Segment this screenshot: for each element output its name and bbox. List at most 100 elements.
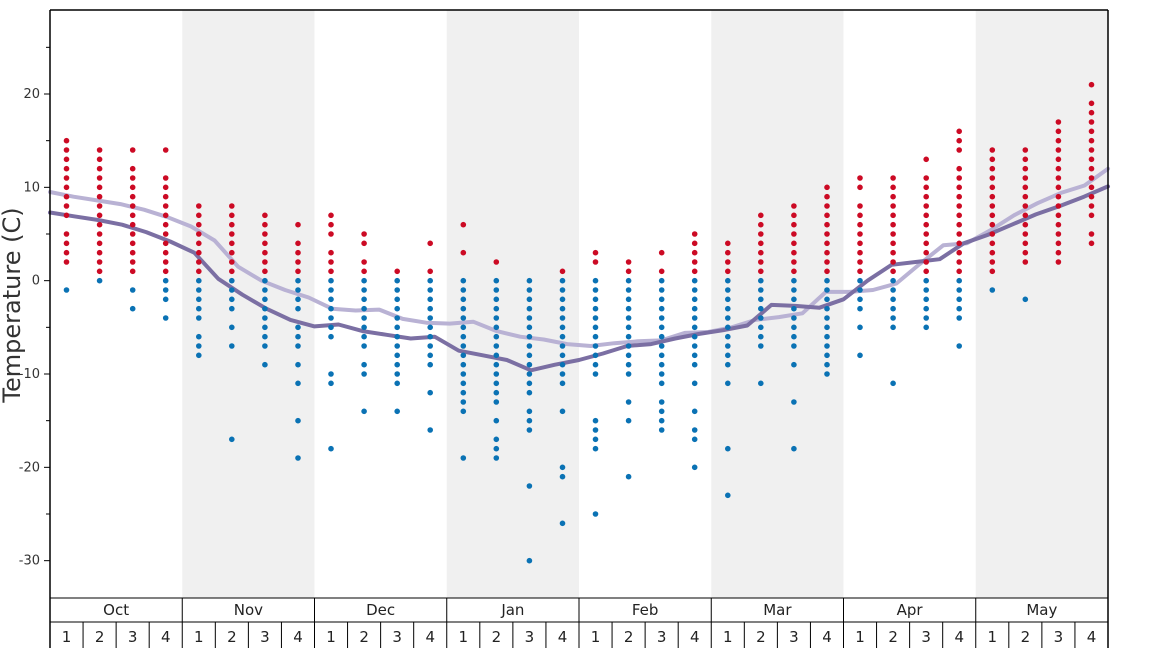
y-tick-label: -20: [19, 460, 40, 475]
observation-dot: [63, 137, 70, 144]
observation-dot: [262, 324, 268, 331]
week-label: 2: [95, 628, 105, 646]
observation-dot: [96, 156, 103, 163]
week-label: 3: [128, 628, 138, 646]
observation-dot: [63, 249, 70, 256]
observation-dot: [493, 305, 500, 312]
observation-dot: [162, 203, 169, 209]
observation-dot: [526, 324, 533, 331]
observation-dot: [857, 296, 863, 303]
week-label: 2: [492, 628, 502, 646]
observation-dot: [691, 231, 698, 237]
observation-dot: [791, 277, 797, 284]
observation-dot: [361, 277, 367, 284]
observation-dot: [857, 352, 863, 359]
y-tick-label: 10: [23, 180, 40, 195]
observation-dot: [162, 184, 169, 191]
observation-dot: [592, 333, 599, 340]
observation-dot: [658, 296, 665, 303]
observation-dot: [526, 315, 533, 321]
observation-dot: [658, 333, 665, 340]
week-label: 3: [392, 628, 402, 646]
observation-dot: [956, 231, 962, 237]
observation-dot: [989, 193, 996, 200]
observation-dot: [229, 324, 235, 331]
observation-dot: [427, 315, 434, 321]
observation-dot: [592, 417, 599, 424]
observation-dot: [295, 268, 301, 275]
week-label: 4: [822, 628, 832, 646]
observation-dot: [791, 324, 797, 331]
observation-dot: [1055, 184, 1062, 191]
observation-dot: [691, 408, 698, 415]
observation-dot: [1055, 203, 1062, 209]
observation-dot: [262, 343, 268, 349]
observation-dot: [63, 203, 70, 209]
observation-dot: [427, 324, 434, 331]
observation-dot: [1055, 193, 1062, 200]
observation-dot: [857, 175, 863, 181]
observation-dot: [923, 240, 929, 247]
observation-dot: [129, 231, 136, 237]
observation-dot: [1022, 259, 1029, 265]
observation-dot: [1022, 231, 1029, 237]
observation-dot: [361, 305, 367, 312]
observation-dot: [824, 249, 830, 256]
observation-dot: [725, 287, 731, 293]
observation-dot: [493, 380, 500, 387]
observation-dot: [295, 287, 301, 293]
observation-dot: [791, 296, 797, 303]
observation-dot: [625, 287, 632, 293]
observation-dot: [129, 184, 136, 191]
observation-dot: [526, 557, 533, 564]
observation-dot: [1088, 240, 1095, 247]
observation-dot: [96, 259, 103, 265]
observation-dot: [460, 249, 467, 256]
observation-dot: [890, 240, 896, 247]
observation-dot: [460, 315, 467, 321]
observation-dot: [493, 296, 500, 303]
observation-dot: [592, 324, 599, 331]
observation-dot: [824, 193, 830, 200]
observation-dot: [229, 203, 235, 209]
average-line-upper: [48, 166, 1110, 348]
observation-dot: [427, 389, 434, 396]
month-label-may: May: [1026, 601, 1057, 619]
observation-dot: [725, 315, 731, 321]
observation-dot: [262, 315, 268, 321]
observation-dot: [1022, 203, 1029, 209]
observation-dot: [96, 212, 103, 219]
observation-dot: [989, 268, 996, 275]
observation-dot: [1055, 259, 1062, 265]
observation-dot: [63, 156, 70, 163]
observation-dot: [989, 156, 996, 163]
observation-dot: [559, 371, 566, 377]
average-line-lower: [48, 184, 1110, 373]
observation-dot: [493, 333, 500, 340]
observation-dot: [493, 417, 500, 424]
observation-dot: [361, 361, 367, 368]
observation-dot: [162, 231, 169, 237]
observation-dot: [229, 296, 235, 303]
observation-dot: [427, 296, 434, 303]
observation-dot: [328, 333, 334, 340]
observation-dot: [890, 175, 896, 181]
week-label: 4: [690, 628, 700, 646]
observation-dot: [460, 389, 467, 396]
observation-dot: [592, 296, 599, 303]
observation-dot: [460, 399, 467, 405]
observation-dot: [592, 361, 599, 368]
observation-dot: [129, 193, 136, 200]
observation-dot: [63, 193, 70, 200]
observation-dot: [658, 324, 665, 331]
observation-dot: [262, 333, 268, 340]
observation-dot: [725, 268, 731, 275]
observation-dot: [758, 221, 764, 228]
observation-dot: [295, 361, 301, 368]
observation-dot: [1055, 240, 1062, 247]
observation-dot: [427, 287, 434, 293]
observation-dot: [791, 203, 797, 209]
observation-dot: [96, 175, 103, 181]
observation-dot: [592, 249, 599, 256]
observation-dot: [857, 212, 863, 219]
